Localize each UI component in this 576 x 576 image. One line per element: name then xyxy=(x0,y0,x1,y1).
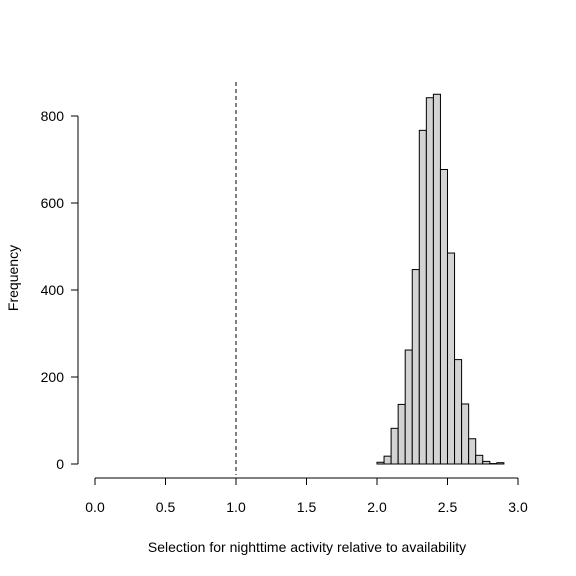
histogram-bar-7 xyxy=(425,97,434,465)
y-tick-label-3: 600 xyxy=(41,195,65,211)
y-tick-label-2: 400 xyxy=(41,282,65,298)
histogram-bar-5 xyxy=(411,269,420,465)
histogram-bar-12 xyxy=(461,403,470,465)
x-tick-label-4: 2.0 xyxy=(367,499,387,515)
x-axis-title: Selection for nighttime activity relativ… xyxy=(148,539,466,555)
histogram-bar-15 xyxy=(482,460,491,465)
histogram-bar-17 xyxy=(496,462,505,465)
histogram-bar-4 xyxy=(404,349,413,465)
x-axis: 0.0 0.5 1.0 1.5 2.0 2.5 3.0 xyxy=(85,477,528,515)
histogram-bar-11 xyxy=(454,359,463,465)
histogram-bar-13 xyxy=(468,438,477,465)
histogram-bar-1 xyxy=(383,455,392,465)
histogram-bar-10 xyxy=(447,252,456,465)
x-tick-label-3: 1.5 xyxy=(297,499,317,515)
y-tick-label-1: 200 xyxy=(41,369,65,385)
histogram-bars xyxy=(376,93,505,465)
histogram-bar-9 xyxy=(439,169,449,465)
y-tick-label-0: 0 xyxy=(56,456,64,472)
x-tick-label-0: 0.0 xyxy=(85,499,105,515)
histogram-bar-6 xyxy=(418,129,427,465)
y-tick-label-4: 800 xyxy=(41,108,65,124)
y-axis: 0 200 400 600 800 xyxy=(41,108,79,472)
histogram-bar-0 xyxy=(376,461,385,465)
x-tick-label-1: 0.5 xyxy=(156,499,176,515)
histogram-bar-2 xyxy=(390,427,399,465)
histogram-bar-14 xyxy=(475,454,484,465)
y-axis-title: Frequency xyxy=(5,245,21,311)
histogram-bar-8 xyxy=(432,93,441,465)
x-tick-label-6: 3.0 xyxy=(508,499,528,515)
x-tick-label-2: 1.0 xyxy=(226,499,246,515)
histogram-bar-3 xyxy=(397,403,406,465)
x-tick-label-5: 2.5 xyxy=(438,499,458,515)
